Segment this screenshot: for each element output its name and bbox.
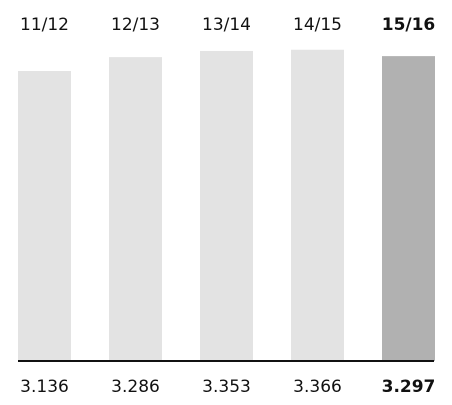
bar-14-15: [291, 49, 344, 361]
category-label: 11/12: [20, 15, 69, 35]
category-labels: 11/12 12/13 13/14 14/15 15/16: [20, 15, 435, 35]
bar-11-12: [18, 71, 71, 361]
category-label: 12/13: [111, 15, 160, 35]
value-label: 3.366: [293, 377, 342, 397]
category-label: 15/16: [382, 15, 436, 35]
bar-13-14: [200, 50, 253, 361]
value-labels: 3.136 3.286 3.353 3.366 3.297: [20, 377, 435, 397]
bar-15-16: [382, 56, 435, 362]
value-label: 3.286: [111, 377, 160, 397]
category-label: 14/15: [293, 15, 342, 35]
value-label: 3.297: [382, 377, 436, 397]
value-label: 3.353: [202, 377, 251, 397]
bar-12-13: [109, 57, 162, 362]
bars: [18, 49, 435, 362]
value-label: 3.136: [20, 377, 69, 397]
category-label: 13/14: [202, 15, 251, 35]
